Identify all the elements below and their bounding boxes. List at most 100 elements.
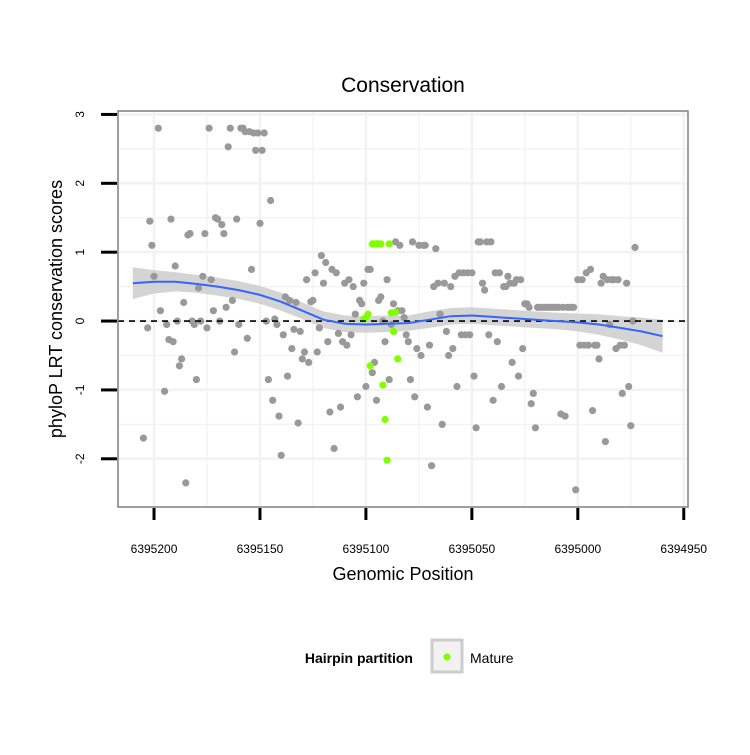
point (489, 396, 497, 404)
point (595, 355, 603, 363)
x-tick-label: 6395000 (554, 542, 601, 556)
point-mature (366, 362, 374, 370)
point (192, 376, 200, 384)
point-mature (364, 310, 372, 318)
point (478, 279, 487, 287)
point (199, 272, 207, 280)
point (298, 355, 306, 363)
point (230, 348, 239, 356)
point (222, 303, 230, 311)
point (161, 387, 169, 395)
point (163, 320, 171, 329)
point (485, 331, 493, 339)
point (275, 412, 283, 420)
point (283, 372, 292, 380)
point (525, 303, 533, 311)
y-tick-label: 3 (73, 111, 87, 118)
point (260, 129, 268, 137)
point (207, 276, 215, 284)
point (425, 341, 434, 349)
point (201, 230, 209, 238)
legend-label-mature: Mature (470, 650, 514, 666)
point (601, 438, 610, 446)
point (226, 124, 234, 132)
point (313, 348, 321, 356)
point (243, 334, 251, 342)
point (288, 345, 296, 353)
y-tick-label: -2 (73, 453, 87, 464)
point (269, 396, 277, 404)
point-mature (392, 308, 400, 316)
point (497, 382, 506, 391)
point (385, 376, 393, 384)
point (625, 382, 633, 391)
point (139, 434, 147, 442)
point (527, 400, 535, 408)
point (277, 451, 285, 459)
point (169, 338, 177, 346)
point (623, 279, 631, 287)
point (300, 348, 309, 356)
point (205, 124, 213, 132)
plot-layer: 6395200 6395150 6395100 6395050 6395000 63949… (73, 110, 707, 556)
point-mature (389, 327, 398, 335)
x-tick-label: 6394950 (660, 542, 707, 556)
x-tick-label: 6395200 (131, 542, 178, 556)
point (572, 486, 580, 494)
point (442, 327, 450, 335)
point (519, 345, 527, 353)
point (334, 329, 342, 337)
point (504, 272, 512, 280)
point (495, 269, 503, 277)
point (514, 372, 523, 380)
point (383, 276, 391, 284)
point (402, 331, 410, 339)
point (432, 245, 440, 253)
point (358, 300, 366, 308)
point (315, 324, 323, 332)
point (627, 422, 635, 430)
point (377, 293, 385, 301)
x-tick-label: 6395150 (237, 542, 284, 556)
point (317, 252, 325, 260)
point (190, 320, 198, 329)
point (493, 338, 501, 346)
point (345, 276, 353, 284)
y-tick-label: 1 (73, 249, 87, 256)
point (589, 407, 597, 415)
point (178, 355, 186, 363)
point (228, 296, 236, 304)
point (247, 265, 256, 273)
point (372, 396, 381, 404)
point (428, 462, 436, 470)
point (597, 279, 605, 287)
point (508, 358, 516, 366)
point (487, 238, 495, 246)
point (256, 219, 264, 227)
point (413, 345, 421, 353)
point (351, 310, 359, 318)
point (220, 230, 228, 238)
point (182, 479, 190, 487)
point (171, 262, 179, 270)
smooth-line (132, 280, 663, 338)
point (586, 265, 595, 273)
x-tick-label: 6395050 (449, 542, 496, 556)
y-tick-label: 0 (73, 317, 87, 324)
point (224, 143, 232, 151)
point (309, 296, 317, 304)
point (618, 389, 626, 397)
y-axis-title: phyloP LRT conservation scores (46, 180, 66, 438)
point (570, 303, 578, 311)
point (381, 338, 389, 346)
legend-title: Hairpin partition (305, 650, 413, 666)
point (180, 298, 188, 307)
point (517, 276, 525, 284)
point (186, 230, 194, 238)
point (273, 320, 281, 329)
point (290, 325, 298, 333)
point (362, 382, 370, 391)
point (353, 393, 361, 401)
